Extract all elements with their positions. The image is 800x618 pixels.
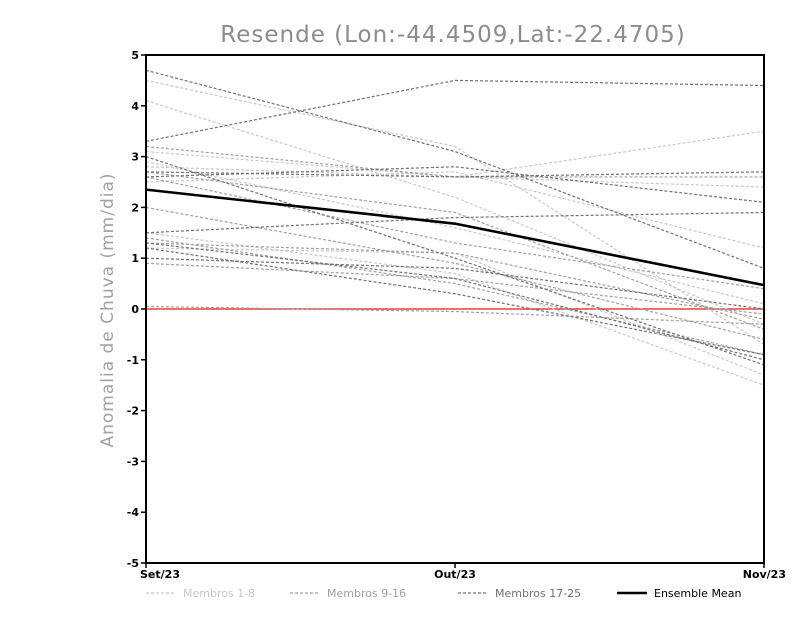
series-line-m12: [145, 237, 765, 356]
series-layer: [145, 69, 765, 386]
series-line-m25: [145, 242, 765, 361]
series-line-m21: [145, 211, 765, 234]
series-line-m13: [145, 262, 765, 315]
y-tick-label: 5: [131, 49, 139, 62]
series-line-m14: [145, 176, 765, 290]
x-tick-label: Nov/23: [743, 568, 786, 581]
y-tick-label: -4: [127, 506, 140, 519]
series-line-m3: [145, 171, 765, 249]
ensemble-mean-line: [145, 188, 765, 287]
y-tick-label: 4: [131, 100, 139, 113]
legend-label: Ensemble Mean: [654, 587, 741, 600]
y-tick-label: 3: [131, 151, 139, 164]
chart-title: Resende (Lon:-44.4509,Lat:-22.4705): [220, 22, 685, 48]
series-line-m1: [145, 100, 765, 325]
series-line-m24: [145, 171, 765, 178]
series-line-m8: [145, 161, 765, 305]
legend: Membros 1-8 Membros 9-16 Membros 17-25 Ense…: [146, 587, 741, 600]
series-line-m5: [145, 232, 765, 386]
legend-label: Membros 17-25: [495, 587, 581, 600]
x-tick-label: Set/23: [140, 568, 180, 581]
series-line-m4: [145, 166, 765, 188]
series-line-m9: [145, 145, 764, 178]
y-tick-label: 2: [131, 201, 139, 214]
series-line-m18: [145, 79, 765, 142]
y-tick-label: -5: [127, 557, 139, 570]
y-tick-label: -2: [127, 405, 139, 418]
series-line-m19: [145, 156, 765, 366]
series-line-m7: [145, 79, 765, 346]
y-tick-label: 0: [131, 303, 139, 316]
legend-label: Membros 1-8: [183, 587, 255, 600]
x-tick-label: Out/23: [434, 568, 476, 581]
y-tick-label: 1: [131, 252, 139, 265]
series-line-m20: [145, 166, 765, 203]
series-line-m15: [145, 206, 765, 341]
series-line-m17: [145, 69, 765, 269]
series-line-m16: [145, 305, 765, 325]
y-tick-label: -1: [127, 354, 139, 367]
y-axis-label: Anomalia de Chuva (mm/dia): [98, 172, 118, 447]
series-line-m10: [145, 171, 765, 330]
series-line-m22: [145, 247, 765, 356]
series-line-m23: [145, 257, 765, 310]
y-tick-label: -3: [127, 455, 139, 468]
legend-label: Membros 9-16: [327, 587, 406, 600]
